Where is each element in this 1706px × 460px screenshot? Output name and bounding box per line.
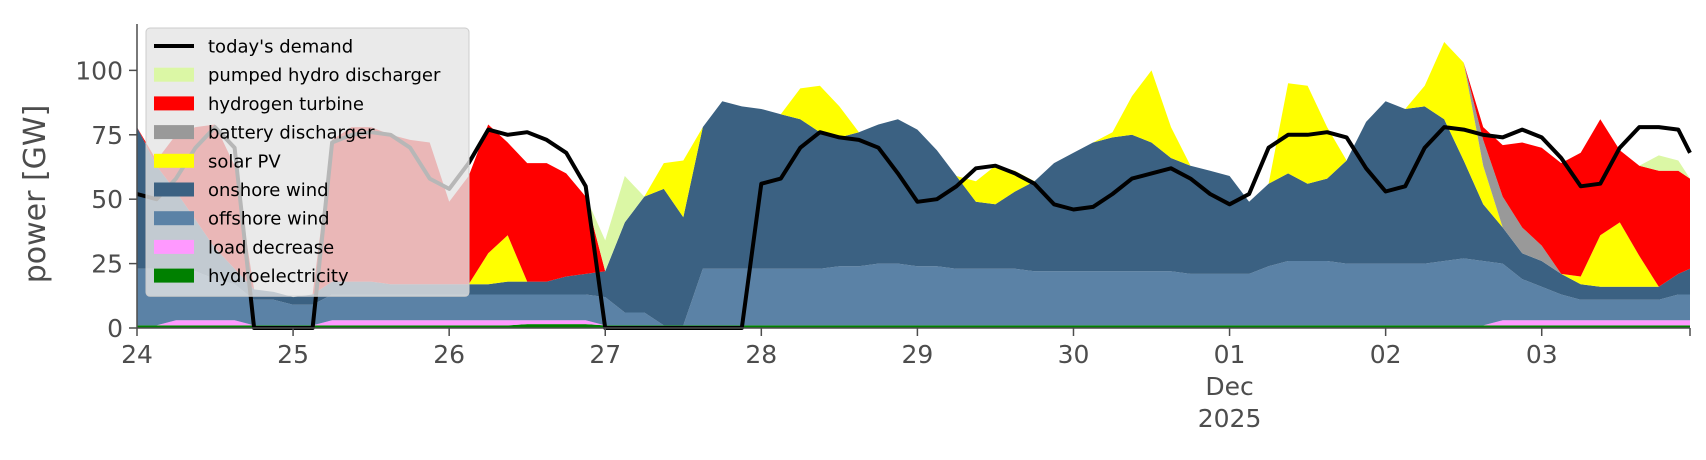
legend-swatch-pumped-hydro-discharger	[154, 67, 194, 82]
y-tick-label: 25	[91, 250, 123, 279]
stacked-areas	[137, 42, 1690, 328]
area-solar-pv	[137, 42, 1690, 298]
x-tick-label: 02	[1370, 340, 1402, 369]
legend-swatch-onshore-wind	[154, 182, 194, 197]
x-month-label: Dec	[1205, 372, 1253, 401]
legend-swatch-offshore-wind	[154, 211, 194, 226]
legend-label-today-s-demand: today's demand	[208, 37, 353, 58]
x-tick-label: 26	[433, 340, 465, 369]
area-onshore-wind	[137, 101, 1690, 326]
legend-label-hydrogen-turbine: hydrogen turbine	[208, 94, 364, 115]
x-year-label: 2025	[1198, 404, 1262, 433]
legend-label-onshore-wind: onshore wind	[208, 180, 329, 201]
legend-box	[145, 27, 470, 297]
y-tick-label: 100	[75, 56, 123, 85]
legend-swatch-hydroelectricity	[154, 268, 194, 283]
legend-label-pumped-hydro-discharger: pumped hydro discharger	[208, 65, 441, 86]
x-tick-label: 01	[1214, 340, 1246, 369]
legend-label-offshore-wind: offshore wind	[208, 209, 330, 230]
legend-swatch-load-decrease	[154, 239, 194, 254]
legend-swatch-hydrogen-turbine	[154, 96, 194, 111]
y-tick-label: 75	[91, 121, 123, 150]
legend-label-solar-pv: solar PV	[208, 151, 281, 172]
legend-label-battery-discharger: battery discharger	[208, 123, 375, 144]
y-tick-label: 0	[107, 314, 123, 343]
legend-label-hydroelectricity: hydroelectricity	[208, 266, 349, 287]
area-offshore-wind	[137, 258, 1690, 326]
y-tick-label: 50	[91, 185, 123, 214]
x-tick-label: 25	[277, 340, 309, 369]
area-hydrogen-turbine	[137, 42, 1690, 298]
legend-label-load-decrease: load decrease	[208, 237, 334, 258]
legend-swatch-solar-pv	[154, 153, 194, 168]
x-tick-label: 28	[745, 340, 777, 369]
x-tick-label: 30	[1058, 340, 1090, 369]
x-tick-label: 27	[589, 340, 621, 369]
x-tick-label: 29	[901, 340, 933, 369]
x-tick-label: 24	[121, 340, 153, 369]
axes: 0 25 50 75 100 24 25 26 27 28 29 30 01 02 03	[75, 24, 1691, 369]
x-tick-label: 03	[1526, 340, 1558, 369]
area-hydroelectricity	[137, 324, 1690, 328]
y-axis-label: power [GW]	[18, 105, 53, 284]
legend-swatch-battery-discharger	[154, 125, 194, 140]
area-load-decrease	[137, 320, 1690, 326]
legend: today's demand pumped hydro discharger hyd…	[145, 27, 470, 297]
